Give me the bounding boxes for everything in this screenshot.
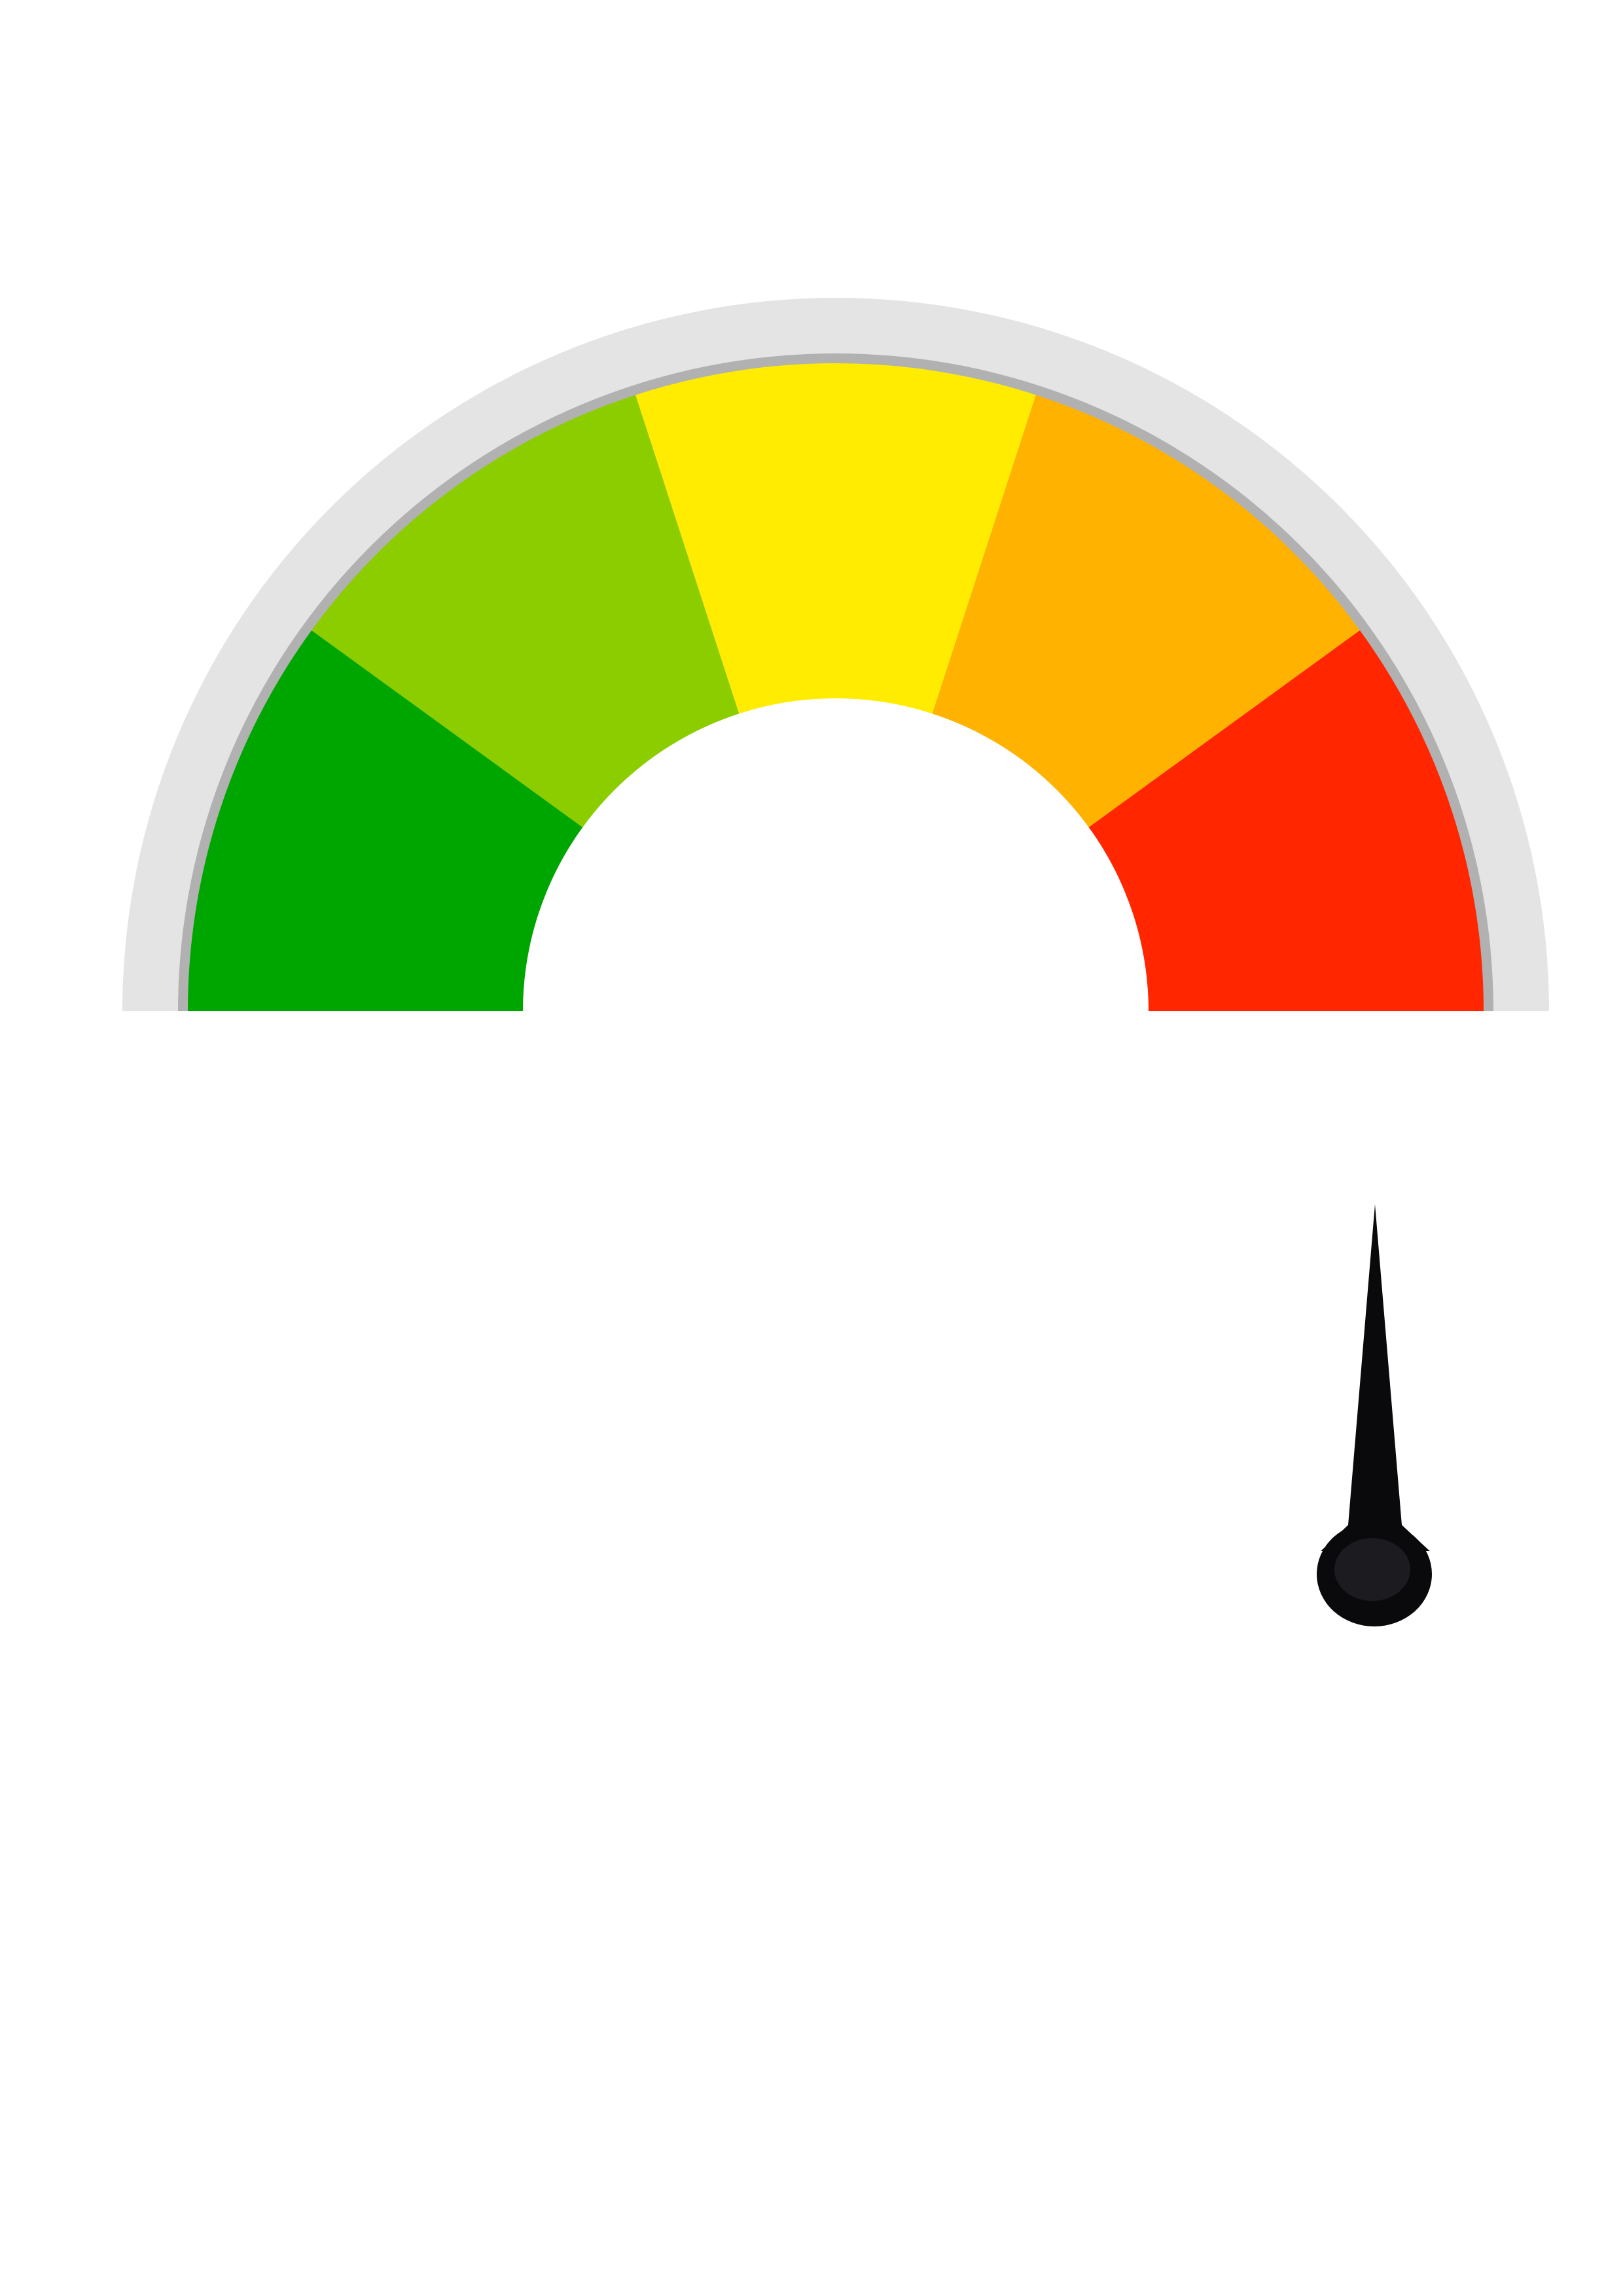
- gauge-segment-yellow: [635, 363, 1036, 1011]
- gauge-needle: [1317, 1204, 1432, 1626]
- needle-pointer: [1321, 1204, 1430, 1551]
- gauge-dial: [0, 298, 1623, 1037]
- needle-pivot-highlight: [1334, 1538, 1410, 1601]
- gauge-hub: [523, 698, 1149, 1011]
- gauge-baseline-mask: [0, 1011, 1623, 1037]
